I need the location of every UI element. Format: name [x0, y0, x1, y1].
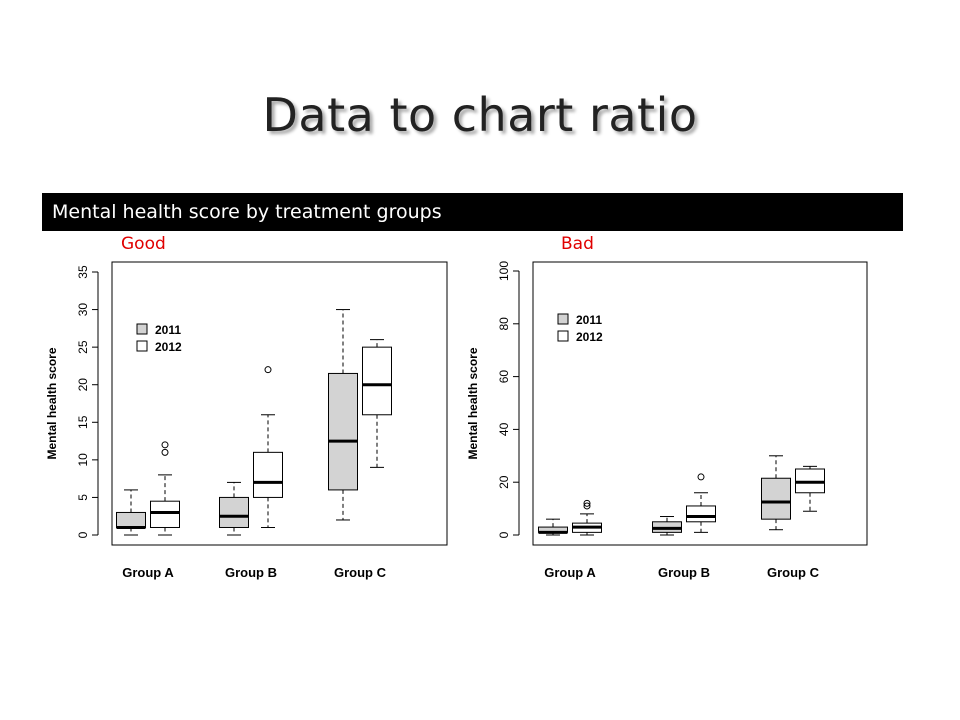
label-good: Good — [121, 234, 166, 254]
box-body — [362, 346, 392, 416]
box-body — [686, 505, 716, 523]
chart-banner: Mental health score by treatment groups — [42, 193, 903, 231]
box-2011-0 — [116, 489, 146, 536]
box-2011-1 — [652, 516, 682, 536]
y-tick-label: 35 — [76, 265, 90, 279]
outlier-point — [697, 473, 705, 481]
y-axis-label: Mental health score — [466, 347, 480, 459]
x-category-label: Group A — [544, 565, 596, 580]
slide-title: Data to chart ratio — [262, 88, 698, 142]
box-body — [116, 511, 146, 528]
y-tick-label: 60 — [497, 370, 511, 384]
legend-swatch-2012 — [557, 330, 569, 342]
legend-label-2011: 2011 — [155, 323, 181, 337]
box-2011-2 — [328, 309, 358, 521]
box-2012-2 — [362, 339, 392, 468]
x-category-label: Group C — [334, 565, 387, 580]
outlier-point — [264, 366, 272, 374]
y-tick-label: 40 — [497, 422, 511, 436]
legend-swatch-2011 — [136, 323, 148, 335]
outlier-point — [583, 499, 591, 507]
y-axis-label: Mental health score — [45, 347, 59, 459]
plot-frame — [532, 261, 868, 546]
box-2011-2 — [761, 455, 791, 531]
y-tick-label: 100 — [497, 261, 511, 281]
box-2012-0 — [150, 441, 180, 536]
box-2012-2 — [795, 465, 825, 512]
y-tick-label: 30 — [76, 303, 90, 317]
box-body — [219, 496, 249, 528]
box-body — [761, 477, 791, 520]
x-category-label: Group B — [658, 565, 710, 580]
outlier-point — [583, 502, 591, 510]
y-tick-label: 80 — [497, 317, 511, 331]
x-category-label: Group A — [122, 565, 174, 580]
outlier-point — [161, 441, 169, 449]
box-2012-0 — [572, 499, 602, 536]
label-bad: Bad — [561, 234, 594, 254]
plot-frame — [111, 261, 448, 546]
x-category-label: Group B — [225, 565, 277, 580]
boxplot-panel-2: 0 20 40 60 80 100 Mental health score Group A Gr… — [466, 261, 868, 580]
box-2011-0 — [538, 518, 568, 536]
y-tick-label: 20 — [497, 475, 511, 489]
box-2011-1 — [219, 481, 249, 536]
legend-label-2012: 2012 — [155, 340, 182, 354]
box-2012-1 — [253, 366, 283, 528]
legend-swatch-2011 — [557, 313, 569, 325]
y-tick-label: 15 — [76, 415, 90, 429]
y-tick-label: 5 — [76, 494, 90, 501]
box-body — [328, 372, 358, 491]
box-2012-1 — [686, 473, 716, 533]
boxplot-panel-1: 0 5 10 15 20 25 30 35 Mental health score Group A… — [45, 261, 448, 580]
y-tick-label: 0 — [497, 531, 511, 538]
y-tick-label: 0 — [76, 531, 90, 538]
legend-label-2011: 2011 — [576, 313, 602, 327]
box-body — [150, 500, 180, 528]
y-tick-label: 20 — [76, 378, 90, 392]
y-tick-label: 10 — [76, 453, 90, 467]
legend-label-2012: 2012 — [576, 330, 603, 344]
y-tick-label: 25 — [76, 340, 90, 354]
banner-text: Mental health score by treatment groups — [52, 201, 442, 223]
legend-swatch-2012 — [136, 340, 148, 352]
box-body — [253, 451, 283, 498]
outlier-point — [161, 448, 169, 456]
x-category-label: Group C — [767, 565, 820, 580]
